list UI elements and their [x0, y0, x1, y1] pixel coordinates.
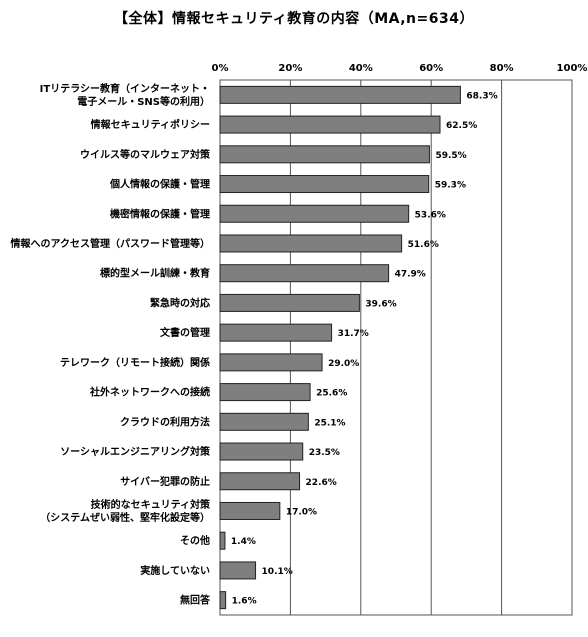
category-label: ITリテラシー教育（インターネット・ [40, 82, 210, 95]
bar [219, 145, 430, 164]
x-tick-label: 20% [278, 63, 302, 74]
bar [219, 175, 430, 194]
data-label: 29.0% [328, 359, 359, 369]
bar [219, 204, 410, 223]
category-label: 個人情報の保護・管理 [109, 178, 210, 191]
category-label: テレワーク（リモート接続）関係 [60, 356, 210, 369]
bar [219, 234, 403, 253]
category-label: その他 [180, 534, 210, 547]
x-tick-label: 0% [212, 63, 229, 74]
x-tick-label: 60% [419, 63, 443, 74]
category-label: クラウドの利用方法 [120, 415, 210, 428]
bar [219, 383, 311, 402]
x-tick-label: 80% [490, 63, 514, 74]
data-label: 17.0% [286, 507, 317, 517]
category-label: 情報へのアクセス管理（パスワード管理等） [11, 237, 211, 250]
category-label: 無回答 [180, 594, 211, 607]
data-label: 53.6% [415, 210, 446, 220]
data-label: 51.6% [408, 240, 439, 250]
category-label: サイバー犯罪の防止 [120, 475, 210, 488]
data-label: 59.3% [435, 181, 466, 191]
bar [219, 293, 360, 312]
bar [219, 472, 301, 491]
data-label: 31.7% [338, 329, 369, 339]
plot-frame [219, 79, 573, 616]
data-label: 23.5% [309, 448, 340, 458]
bar [219, 501, 281, 520]
bar [219, 115, 441, 134]
category-label: 機密情報の保護・管理 [110, 207, 210, 220]
bar [219, 442, 304, 461]
category-label: 実施していない [140, 564, 210, 577]
bar [219, 591, 227, 610]
bar [219, 531, 226, 550]
category-label: 緊急時の対応 [150, 296, 210, 309]
category-label: ソーシャルエンジニアリング対策 [60, 445, 211, 458]
category-label: 標的型メール訓練・教育 [100, 267, 210, 280]
category-label: 電子メール・SNS等の利用） [77, 95, 210, 108]
bar [219, 85, 461, 104]
data-label: 47.9% [395, 270, 426, 280]
bar [219, 353, 323, 372]
data-label: 1.4% [231, 537, 256, 547]
category-label: 社外ネットワークへの接続 [89, 386, 210, 399]
data-label: 22.6% [306, 478, 337, 488]
category-label: 技術的なセキュリティ対策 [91, 498, 211, 511]
data-label: 10.1% [262, 567, 293, 577]
bar [219, 323, 333, 342]
data-label: 1.6% [232, 597, 257, 607]
chart-title: 【全体】情報セキュリティ教育の内容（MA,n=634） [114, 11, 474, 27]
data-label: 25.1% [314, 418, 345, 428]
category-label: （システムぜい弱性、堅牢化設定等） [40, 511, 210, 524]
data-label: 62.5% [446, 121, 477, 131]
bar [219, 264, 390, 283]
x-tick-label: 40% [349, 63, 373, 74]
data-label: 39.6% [365, 299, 396, 309]
bar [219, 561, 257, 580]
data-label: 59.5% [435, 151, 466, 161]
data-label: 25.6% [316, 389, 347, 399]
bar [219, 412, 309, 431]
x-tick-label: 100% [557, 63, 588, 74]
category-label: ウイルス等のマルウェア対策 [80, 148, 211, 161]
category-label: 文書の管理 [160, 326, 210, 339]
category-label: 情報セキュリティポリシー [91, 118, 210, 131]
data-label: 68.3% [466, 91, 497, 101]
